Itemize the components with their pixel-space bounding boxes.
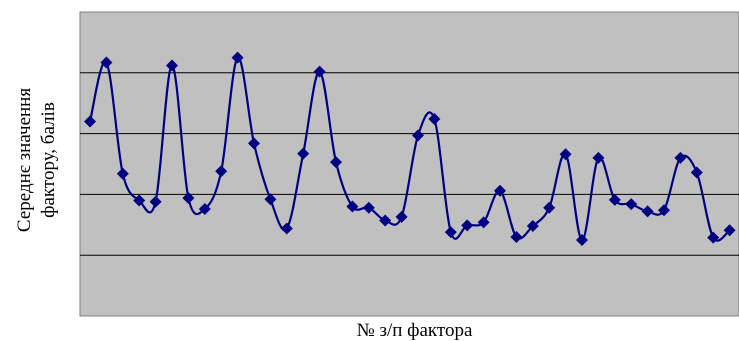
y-axis-label-line-1: Середнє значення xyxy=(14,88,35,232)
y-axis-label-line-2: фактору, балів xyxy=(38,102,59,218)
data-point xyxy=(198,202,211,215)
data-point xyxy=(182,192,195,205)
data-point xyxy=(576,234,588,246)
data-point xyxy=(330,156,342,169)
data-point xyxy=(100,56,113,69)
data-point xyxy=(264,193,277,206)
data-point xyxy=(559,148,572,161)
data-point xyxy=(280,222,293,235)
plot-area xyxy=(79,11,739,317)
data-point xyxy=(658,204,670,217)
data-point xyxy=(412,129,424,142)
data-point xyxy=(461,219,474,232)
data-point xyxy=(133,194,146,207)
x-axis-label: № з/п фактора xyxy=(357,320,473,341)
data-point xyxy=(494,184,506,197)
data-point xyxy=(592,151,605,164)
data-point xyxy=(690,166,703,179)
data-point xyxy=(379,214,392,227)
data-point xyxy=(477,216,490,229)
data-point xyxy=(395,210,408,223)
data-point xyxy=(215,165,228,178)
data-point xyxy=(149,195,162,208)
data-point xyxy=(231,51,244,64)
data-point xyxy=(543,201,556,214)
data-point xyxy=(444,226,457,239)
data-point xyxy=(707,231,720,244)
data-point xyxy=(166,59,178,72)
data-point xyxy=(641,205,654,218)
data-point xyxy=(674,151,687,164)
data-point xyxy=(84,115,96,128)
data-point xyxy=(608,193,621,206)
data-point xyxy=(428,113,441,126)
data-point xyxy=(313,65,326,78)
data-point xyxy=(297,147,310,160)
data-point xyxy=(510,230,523,243)
data-point xyxy=(116,167,129,180)
data-point xyxy=(526,220,539,233)
data-point xyxy=(625,198,638,211)
data-point xyxy=(346,200,359,213)
data-point xyxy=(723,224,736,237)
data-point xyxy=(248,137,260,150)
data-point xyxy=(362,201,375,214)
data-markers xyxy=(84,51,736,246)
